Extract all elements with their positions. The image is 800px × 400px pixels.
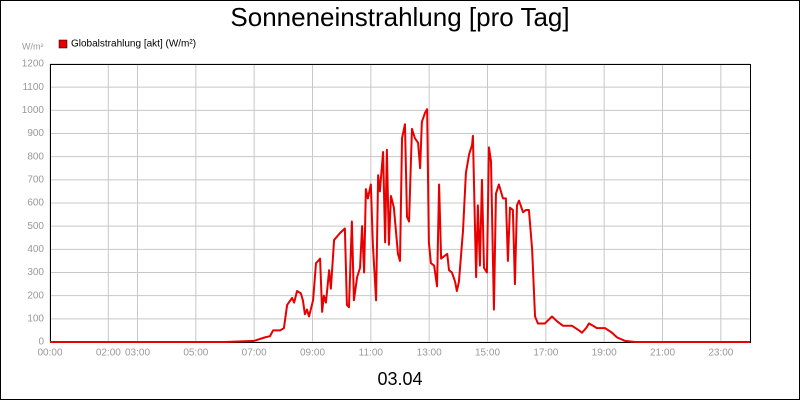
y-tick-label: 1100 — [22, 82, 44, 93]
y-tick-label: 100 — [27, 313, 44, 324]
y-tick-label: 300 — [27, 267, 44, 278]
y-tick-label: 200 — [27, 290, 44, 301]
x-axis-label: 03.04 — [377, 369, 422, 389]
x-tick-label: 23:00 — [708, 348, 733, 359]
y-tick-label: 1200 — [22, 59, 45, 70]
x-tick-label: 03:00 — [125, 348, 150, 359]
y-tick-label: 500 — [27, 221, 44, 232]
y-tick-label: 0 — [38, 337, 44, 348]
x-tick-label: 21:00 — [650, 348, 675, 359]
y-tick-label: 400 — [27, 244, 44, 255]
x-tick-label: 07:00 — [242, 348, 267, 359]
chart-title: Sonneneinstrahlung [pro Tag] — [230, 2, 569, 32]
x-tick-label: 17:00 — [533, 348, 558, 359]
legend-label: Globalstrahlung [akt] (W/m²) — [71, 39, 196, 50]
x-tick-label: 05:00 — [183, 348, 208, 359]
data-line — [50, 108, 750, 343]
y-tick-label: 900 — [27, 128, 44, 139]
x-tick-label: 15:00 — [475, 348, 500, 359]
y-unit-label: W/m² — [22, 41, 44, 51]
y-tick-label: 1000 — [22, 105, 45, 116]
legend-swatch — [58, 39, 68, 49]
plot-border — [50, 64, 751, 343]
x-tick-label: 09:00 — [300, 348, 325, 359]
x-tick-label: 19:00 — [592, 348, 617, 359]
y-tick-label: 800 — [27, 151, 44, 162]
x-tick-label: 02:00 — [96, 348, 121, 359]
x-tick-label: 00:00 — [37, 348, 62, 359]
y-tick-label: 700 — [27, 174, 44, 185]
x-tick-label: 13:00 — [417, 348, 442, 359]
y-tick-label: 600 — [27, 198, 44, 209]
x-tick-label: 11:00 — [359, 348, 384, 359]
